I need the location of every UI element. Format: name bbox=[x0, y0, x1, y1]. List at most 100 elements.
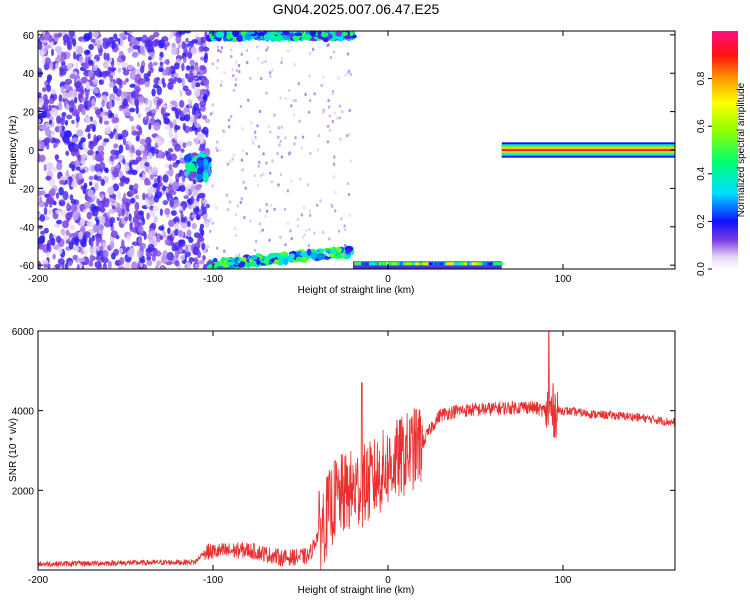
heatmap-cell bbox=[268, 252, 275, 259]
heatmap-cell bbox=[78, 231, 84, 240]
heatmap-cell bbox=[88, 175, 94, 181]
heatmap-cell bbox=[70, 180, 78, 188]
heatmap-cell bbox=[124, 263, 130, 269]
heatmap-cell bbox=[196, 132, 201, 140]
heatmap-cell bbox=[98, 224, 105, 231]
snr-series-line bbox=[38, 331, 675, 570]
heatmap-cell bbox=[133, 183, 139, 191]
colorbar: 0.0 0.2 0.4 0.6 0.8 Normalized spectral ampl… bbox=[696, 31, 747, 276]
snr-ylabel: SNR (10 * v/v) bbox=[8, 418, 19, 482]
heatmap-cell bbox=[175, 35, 182, 44]
heatmap-cell bbox=[223, 249, 226, 253]
heatmap-cell bbox=[348, 213, 351, 218]
heatmap-cell bbox=[463, 262, 468, 266]
heatmap-cell bbox=[215, 246, 219, 250]
heatmap-cell bbox=[236, 204, 239, 208]
heatmap-cell bbox=[78, 257, 86, 263]
heatmap-cell bbox=[309, 151, 312, 156]
heatmap-cell bbox=[278, 143, 281, 147]
heatmap-cell bbox=[185, 187, 189, 197]
heatmap-cell bbox=[66, 202, 70, 210]
heatmap-cell bbox=[75, 80, 82, 88]
heatmap-cell bbox=[186, 65, 191, 71]
heatmap-cell bbox=[113, 143, 119, 149]
heatmap-cell bbox=[202, 254, 206, 261]
heatmap-cell bbox=[199, 65, 206, 71]
heatmap-cell bbox=[332, 162, 336, 166]
heatmap-cell bbox=[145, 97, 149, 106]
x-tick-label: 0 bbox=[385, 274, 391, 285]
heatmap-cell bbox=[482, 262, 488, 266]
heatmap-cell bbox=[183, 113, 191, 122]
heatmap-cell bbox=[177, 44, 181, 49]
heatmap-cell bbox=[422, 262, 429, 266]
heatmap-cell bbox=[219, 83, 223, 87]
heatmap-cell bbox=[174, 133, 178, 141]
heatmap-cell bbox=[232, 74, 235, 78]
heatmap-cell bbox=[59, 179, 65, 185]
x-tick-label: -200 bbox=[28, 575, 48, 586]
heatmap-cell bbox=[53, 223, 60, 228]
heatmap-cell bbox=[289, 179, 293, 183]
heatmap-cell bbox=[85, 100, 93, 108]
colorbar-ticks: 0.0 0.2 0.4 0.6 0.8 bbox=[696, 71, 712, 276]
heatmap-cell bbox=[316, 148, 320, 152]
heatmap-cell bbox=[283, 31, 290, 36]
heatmap-cell bbox=[92, 65, 98, 72]
heatmap-cell bbox=[109, 93, 116, 102]
heatmap-cell bbox=[141, 217, 146, 226]
heatmap-cell bbox=[237, 253, 241, 257]
heatmap-cell bbox=[252, 141, 255, 145]
heatmap-cell bbox=[273, 207, 276, 211]
heatmap-cell bbox=[195, 173, 204, 181]
heatmap-cell bbox=[231, 157, 234, 161]
heatmap-cell bbox=[128, 213, 132, 222]
heatmap-cell bbox=[113, 248, 120, 256]
heatmap-cell bbox=[80, 137, 86, 143]
heatmap-cell bbox=[129, 71, 136, 80]
heatmap-cell bbox=[238, 70, 241, 74]
heatmap-cell bbox=[327, 124, 330, 128]
heatmap-cell bbox=[125, 112, 131, 117]
snr-background bbox=[38, 331, 675, 570]
heatmap-cell bbox=[164, 207, 171, 215]
heatmap-cell bbox=[38, 43, 43, 50]
heatmap-cell bbox=[348, 132, 351, 136]
heatmap-cell bbox=[171, 241, 175, 247]
heatmap-cell bbox=[126, 249, 135, 258]
heatmap-cell bbox=[254, 239, 258, 243]
heatmap-cell bbox=[88, 43, 94, 50]
heatmap-cell bbox=[118, 171, 124, 177]
heatmap-cell bbox=[44, 128, 52, 137]
heatmap-cell bbox=[286, 49, 290, 53]
heatmap-cell bbox=[85, 92, 89, 101]
heatmap-cell bbox=[341, 31, 348, 37]
heatmap-cell bbox=[337, 76, 340, 80]
heatmap-cell bbox=[194, 82, 201, 88]
heatmap-cell bbox=[43, 206, 48, 216]
heatmap-cell bbox=[81, 108, 86, 116]
heatmap-cell bbox=[145, 251, 153, 257]
x-tick-label: -100 bbox=[203, 575, 223, 586]
heatmap-cell bbox=[148, 122, 152, 131]
heatmap-cell bbox=[296, 256, 303, 262]
heatmap-cell bbox=[317, 134, 321, 138]
heatmap-cell bbox=[130, 197, 136, 204]
heatmap-cell bbox=[276, 151, 279, 156]
heatmap-cell bbox=[46, 242, 50, 252]
heatmap-cell bbox=[129, 107, 136, 113]
heatmap-cell bbox=[208, 31, 216, 35]
heatmap-cell bbox=[68, 176, 73, 186]
heatmap-cell bbox=[219, 49, 222, 54]
heatmap-cell bbox=[70, 99, 75, 109]
heatmap-cell bbox=[88, 143, 94, 149]
heatmap-cell bbox=[182, 123, 187, 131]
heatmap-cell bbox=[41, 259, 49, 265]
heatmap-cell bbox=[108, 81, 115, 88]
heatmap-cell bbox=[216, 148, 219, 153]
heatmap-cell bbox=[172, 199, 180, 208]
heatmap-cell bbox=[55, 209, 62, 214]
heatmap-cell bbox=[94, 163, 101, 172]
heatmap-cell bbox=[153, 215, 158, 224]
heatmap-cell bbox=[169, 178, 173, 186]
